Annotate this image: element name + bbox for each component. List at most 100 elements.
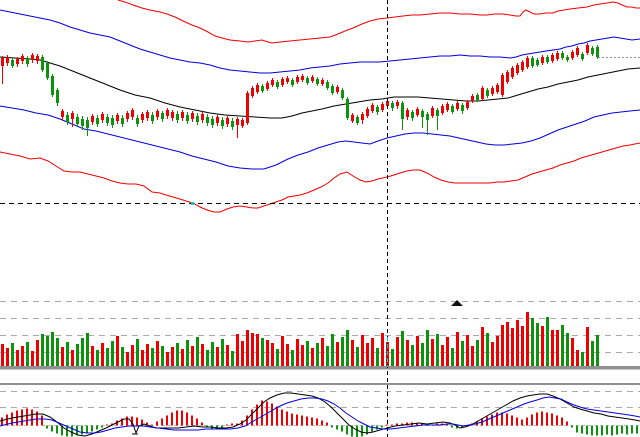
candle-body	[586, 45, 589, 53]
macd-histogram-bar	[291, 413, 293, 426]
macd-histogram-bar	[201, 422, 203, 426]
volume-bar	[381, 333, 384, 366]
macd-histogram-bar	[166, 415, 168, 426]
volume-bar	[246, 330, 249, 366]
volume-bar	[421, 343, 424, 366]
candle-body	[76, 117, 79, 124]
volume-bar	[471, 346, 474, 366]
macd-histogram-bar	[421, 423, 423, 426]
candle-body	[36, 56, 39, 61]
macd-histogram-bar	[506, 413, 508, 426]
macd-histogram-bar	[511, 415, 513, 426]
candle-body	[561, 53, 564, 58]
candle-body	[526, 58, 529, 67]
candle-body	[251, 88, 254, 96]
candle-body	[11, 60, 14, 66]
candle-body	[141, 114, 144, 120]
candle-body	[66, 115, 69, 122]
volume-bar	[401, 331, 404, 366]
macd-histogram-bar	[561, 417, 563, 426]
volume-bar	[101, 343, 104, 366]
candle-body	[26, 58, 29, 64]
macd-histogram-bar	[261, 400, 263, 426]
macd-signal-line	[0, 396, 640, 434]
candle-body	[521, 62, 524, 70]
volume-bar	[256, 334, 259, 366]
volume-bar	[586, 327, 589, 366]
macd-histogram-bar	[86, 425, 88, 434]
macd-histogram-bar	[6, 414, 8, 426]
upper-inner-blue-band	[0, 9, 640, 74]
volume-bar	[511, 328, 514, 366]
macd-histogram-bar	[71, 425, 73, 437]
candle-body	[46, 63, 49, 78]
volume-bar	[51, 332, 54, 366]
candle-body	[566, 57, 569, 60]
macd-histogram-bar	[246, 415, 248, 426]
volume-bar	[441, 345, 444, 366]
bollinger-bands	[0, 0, 640, 213]
candle-body	[396, 102, 399, 106]
macd-histogram-bar	[1, 417, 3, 426]
macd-histogram-bar	[31, 409, 33, 426]
volume-bar	[31, 351, 34, 366]
volume-baseline	[0, 366, 640, 370]
macd-histogram-bar	[96, 425, 98, 430]
volume-bar	[156, 341, 159, 366]
candle-body	[166, 110, 169, 116]
candle-body	[421, 111, 424, 117]
candle-body	[311, 77, 314, 81]
candle-body	[476, 95, 479, 100]
volume-bar	[561, 325, 564, 366]
volume-bar	[266, 340, 269, 366]
volume-bar	[81, 338, 84, 366]
volume-bar	[221, 339, 224, 366]
volume-bar	[271, 343, 274, 366]
volume-bar	[541, 326, 544, 366]
candle-body	[256, 85, 259, 92]
volume-bar	[161, 346, 164, 366]
candle-body	[331, 86, 334, 93]
macd-histogram-bar	[126, 416, 128, 426]
candle-body	[111, 118, 114, 125]
macd-histogram-bar	[516, 417, 518, 426]
candle-body	[276, 82, 279, 87]
candle-body	[456, 103, 459, 109]
volume-bar	[6, 348, 9, 366]
volume-bar	[436, 334, 439, 366]
volume-bar	[181, 349, 184, 366]
macd-histogram-bar	[186, 412, 188, 426]
macd-histogram-bar	[301, 415, 303, 426]
macd-histogram-bar	[16, 410, 18, 426]
volume-bar	[166, 352, 169, 366]
volume-bar	[251, 333, 254, 366]
macd-histogram-bar	[316, 418, 318, 426]
macd-histogram-bar	[156, 421, 158, 426]
candle-body	[431, 108, 434, 116]
macd-histogram-bar	[581, 425, 583, 434]
volume-bar	[301, 345, 304, 366]
candle-body	[181, 112, 184, 118]
macd-histogram-bar	[596, 425, 598, 436]
candle-body	[221, 120, 224, 126]
macd-histogram-bar	[236, 423, 238, 426]
volume-bar	[126, 352, 129, 366]
macd-histogram-bar	[351, 425, 353, 437]
volume-bar	[566, 333, 569, 366]
candle-body	[151, 115, 154, 121]
macd-histogram-bar	[226, 424, 228, 426]
volume-bar	[546, 317, 549, 366]
volume-bar	[551, 330, 554, 366]
macd-histogram-bar	[286, 411, 288, 426]
volume-bar	[331, 334, 334, 366]
macd-histogram-bar	[366, 425, 368, 435]
volume-bar	[351, 340, 354, 366]
macd-histogram-bar	[461, 425, 463, 428]
volume-bar	[346, 330, 349, 366]
volume-bar	[276, 349, 279, 366]
price-level-lines	[0, 57, 640, 205]
candle-body	[371, 105, 374, 111]
volume-bar	[336, 342, 339, 366]
volume-bar	[286, 344, 289, 366]
